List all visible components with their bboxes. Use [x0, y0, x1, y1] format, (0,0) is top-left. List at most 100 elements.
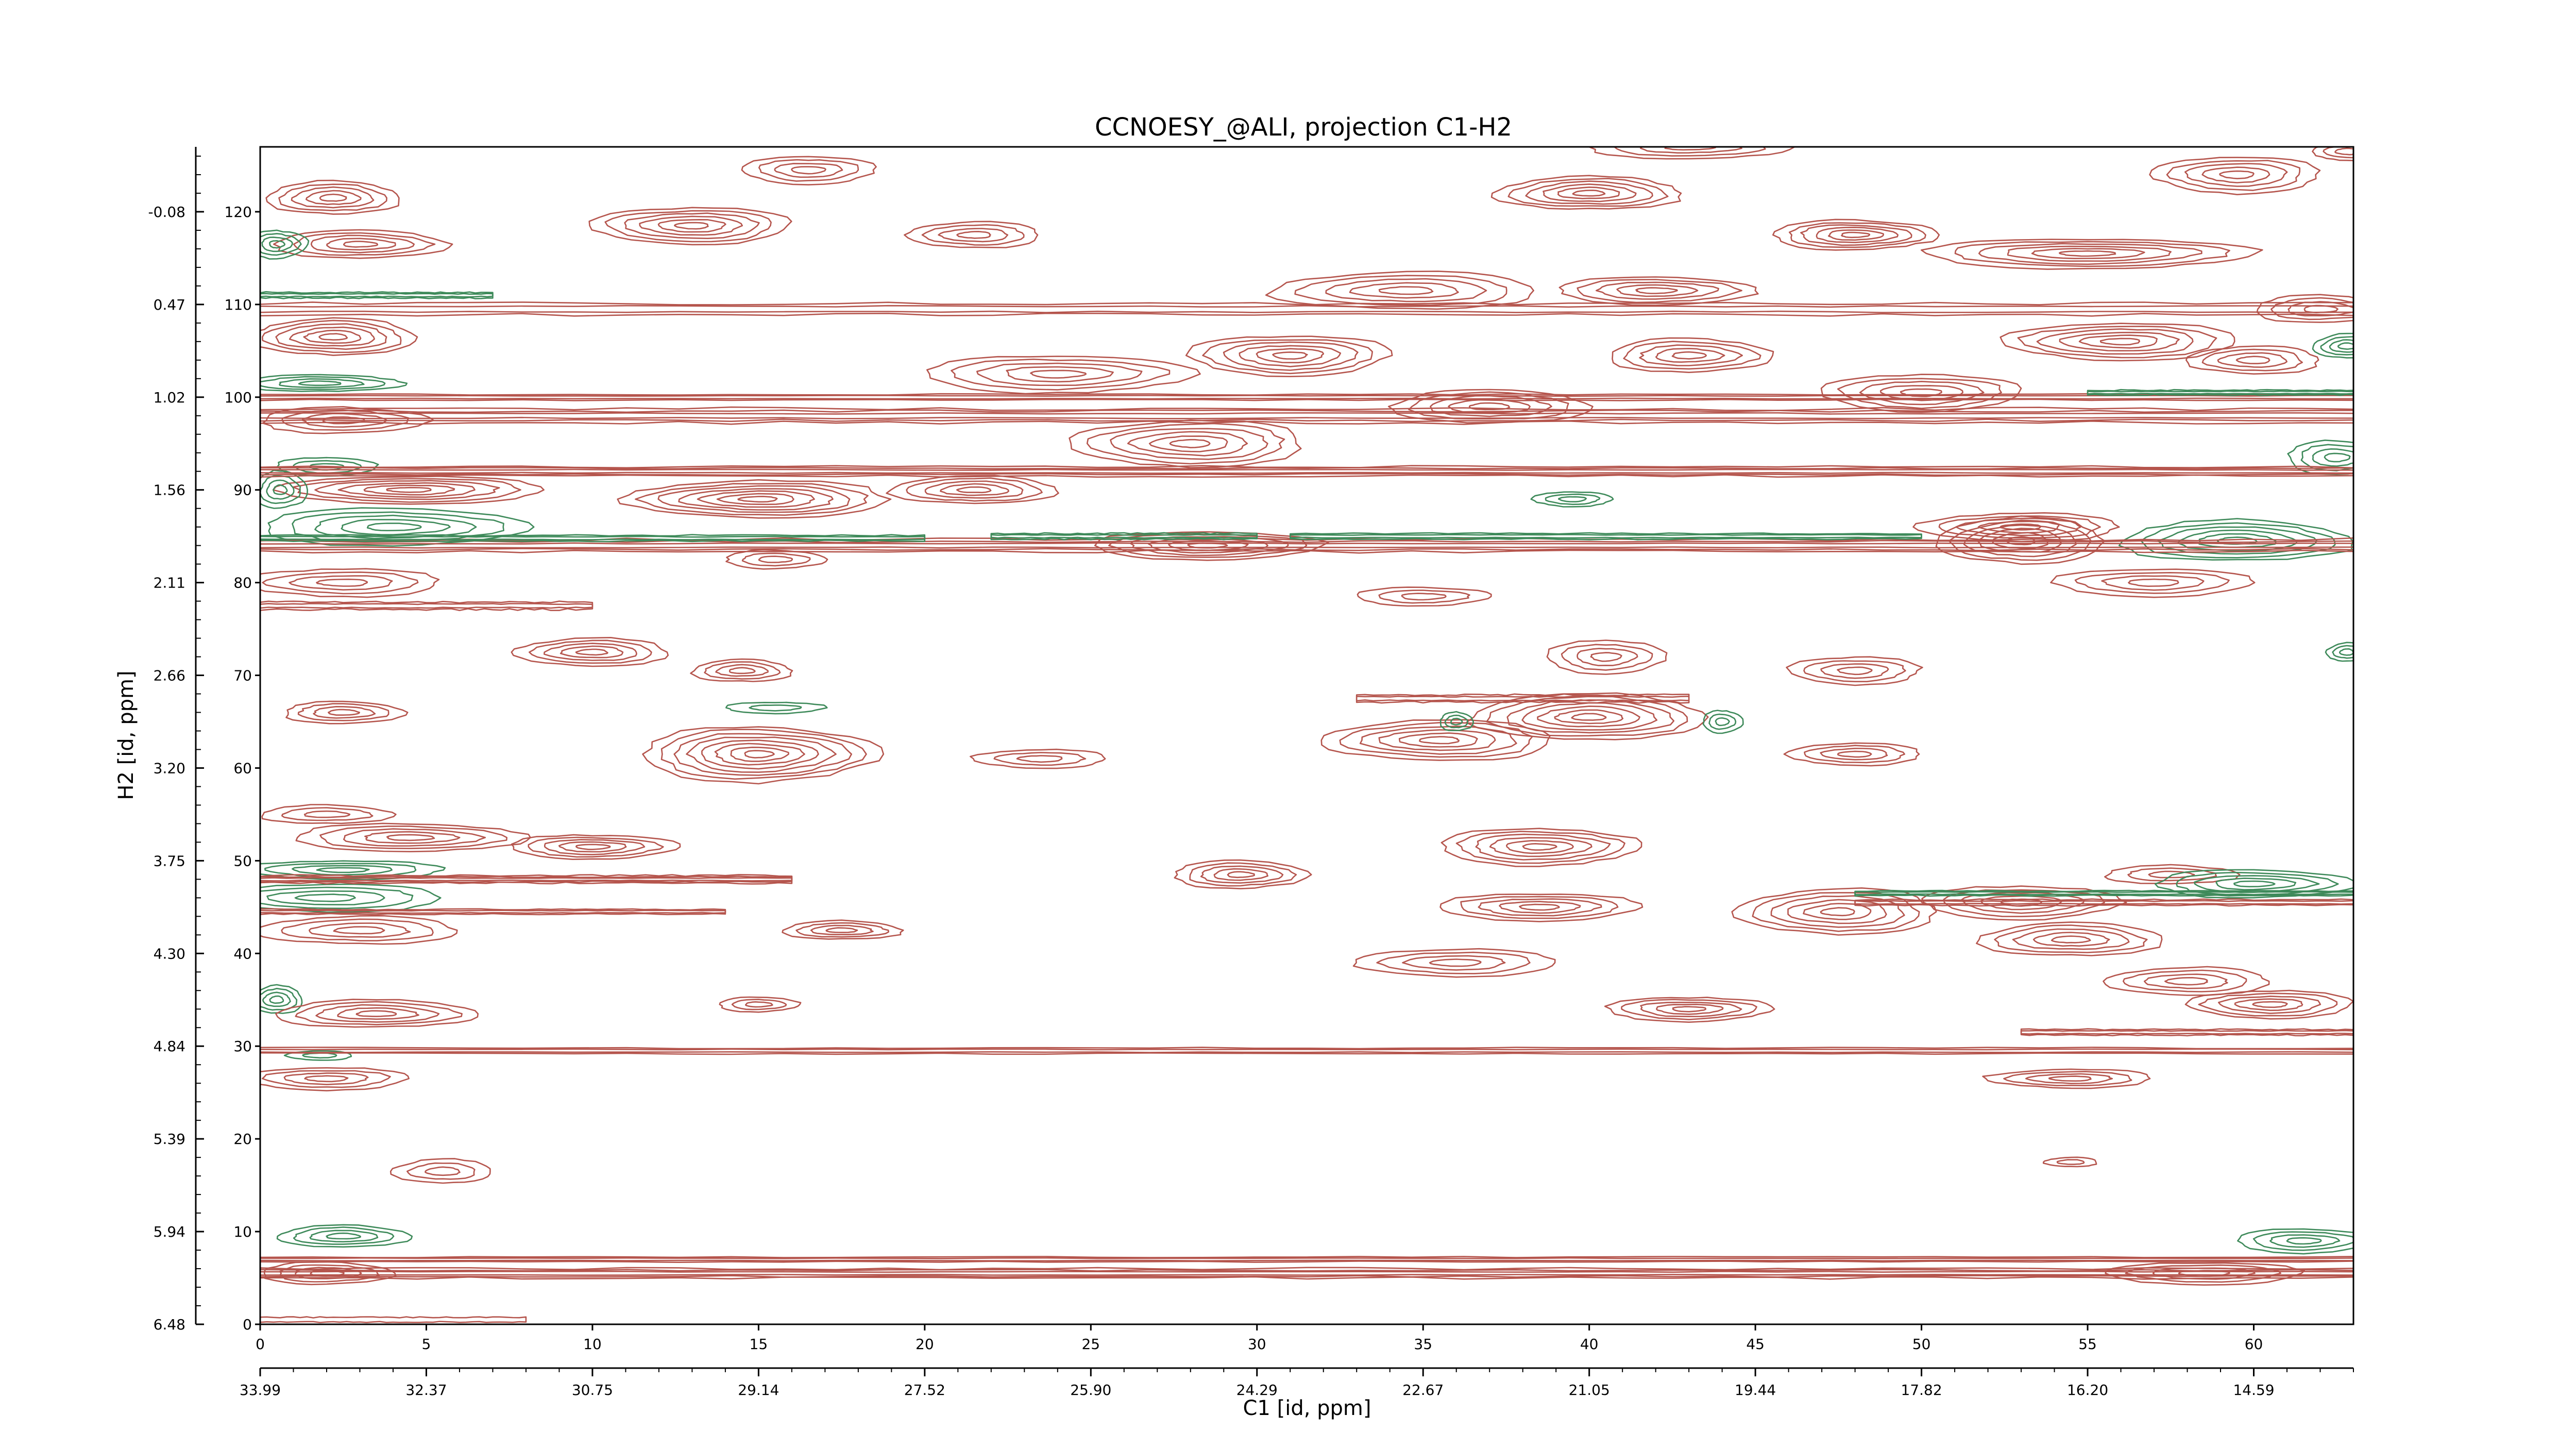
contour-peak: [2270, 297, 2353, 321]
contour-peak: [791, 166, 826, 175]
y-ppm-tick-label: 5.94: [154, 1223, 185, 1240]
contour-peak: [2332, 645, 2353, 659]
contour-peak: [1521, 702, 1658, 731]
contour-peak: [260, 984, 303, 1014]
contour-peak: [1490, 175, 1682, 210]
contour-peak: [686, 736, 837, 773]
contour-peak: [575, 844, 611, 850]
y-ppm-tick-label: 3.20: [154, 760, 185, 777]
contour-peak: [1169, 439, 1211, 448]
contour-peak: [1189, 862, 1297, 887]
contour-peak: [2104, 864, 2241, 885]
contour-peak: [2042, 1156, 2097, 1168]
contour-peak: [260, 915, 458, 945]
contour-peak: [2103, 966, 2270, 996]
contour-peak: [2148, 870, 2195, 879]
contour-lines: [260, 147, 2353, 1323]
contour-peak: [2125, 1264, 2282, 1283]
contour-peak: [1339, 722, 1533, 758]
contour-peak: [719, 996, 802, 1013]
contour-peak: [1455, 831, 1625, 864]
contour-peak: [1507, 178, 1669, 207]
plot-frame: [259, 146, 2354, 1325]
x-index-tick-label: 15: [750, 1336, 768, 1353]
contour-peak: [2101, 575, 2205, 591]
y-index-tick-label: 50: [233, 852, 252, 869]
x-ppm-tick-label: 29.14: [738, 1381, 779, 1399]
y-ppm-tick-label: 3.75: [154, 852, 185, 869]
contour-peak: [326, 1232, 361, 1240]
contour-peak: [2334, 147, 2353, 156]
contour-peak: [2323, 147, 2353, 159]
y-index-tick-label: 10: [233, 1223, 252, 1240]
contour-peak: [1590, 652, 1622, 662]
contour-streak: [260, 301, 2353, 317]
contour-streak: [260, 468, 2353, 474]
contour-peak: [2329, 339, 2353, 353]
contour-peak: [1272, 351, 1308, 360]
contour-streak: [2020, 1028, 2353, 1037]
contour-peak: [635, 483, 869, 516]
contour-peak: [1478, 898, 1602, 917]
contour-peak: [674, 222, 709, 230]
contour-peak: [1450, 717, 1463, 726]
contour-peak: [1108, 533, 1308, 558]
contour-peak: [956, 486, 992, 494]
contour-peak: [266, 890, 385, 905]
y-axis-title: H2 [id, ppm]: [114, 670, 138, 800]
contour-peak: [1639, 344, 1743, 366]
contour-peak: [2234, 998, 2303, 1012]
contour-peak: [333, 926, 385, 935]
contour-peak: [741, 156, 877, 186]
contour-peak: [2078, 334, 2158, 349]
y-ppm-tick-label: 4.30: [154, 945, 185, 962]
contour-peak: [343, 828, 486, 847]
contour-streak: [990, 532, 1258, 541]
contour-peak: [1982, 1068, 2151, 1089]
contour-peak: [386, 834, 435, 841]
contour-peak: [1921, 239, 2263, 270]
contour-streak: [260, 540, 2353, 551]
contour-peak: [278, 183, 387, 211]
x-ppm-tick-label: 21.05: [1569, 1381, 1610, 1399]
contour-peak: [1803, 660, 1906, 682]
contour-peak: [1820, 663, 1889, 679]
contour-peak: [1440, 828, 1642, 867]
contour-peak: [1398, 732, 1478, 748]
contour-streak: [260, 409, 2353, 423]
contour-peak: [2056, 1159, 2085, 1165]
contour-peak: [2048, 1075, 2092, 1082]
contour-peak: [303, 810, 351, 818]
contour-peak: [309, 1229, 379, 1243]
contour-peak: [2032, 932, 2110, 947]
contour-peak: [1320, 719, 1551, 761]
contour-peak: [2201, 348, 2303, 372]
contour-peak: [293, 232, 436, 256]
contour-streak: [260, 1271, 2353, 1276]
contour-peak: [1537, 705, 1640, 728]
contour-peak: [774, 163, 843, 178]
contour-peak: [1980, 895, 2063, 911]
contour-peak: [673, 733, 852, 776]
contour-peak: [2127, 867, 2217, 882]
contour-peak: [260, 317, 418, 356]
contour-peak: [617, 479, 892, 519]
x-ppm-tick-label: 14.59: [2233, 1381, 2274, 1399]
x-ppm-tick-label: 27.52: [904, 1381, 945, 1399]
contour-peak: [1616, 284, 1699, 297]
contour-peak: [1708, 713, 1737, 730]
contour-streak: [1854, 891, 2353, 896]
contour-peak: [575, 648, 608, 656]
contour-peak: [263, 1261, 397, 1286]
x-index-tick-label: 20: [916, 1336, 934, 1353]
x-index-tick-label: 25: [1081, 1336, 1100, 1353]
contour-peak: [1030, 369, 1087, 379]
contour-streak: [260, 874, 793, 885]
contour-peak: [1635, 287, 1678, 294]
contour-streak: [2087, 390, 2353, 395]
contour-streak: [260, 1257, 2353, 1262]
contour-peak: [279, 378, 365, 389]
contour-peak: [1671, 351, 1707, 360]
contour-streak: [260, 1256, 2353, 1263]
y-index-tick-label: 20: [233, 1131, 252, 1148]
